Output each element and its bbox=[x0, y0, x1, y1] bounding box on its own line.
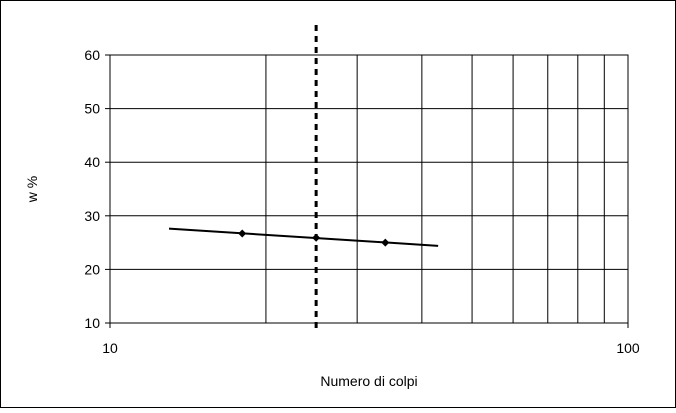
series-layer bbox=[168, 227, 439, 247]
plot-area bbox=[109, 54, 629, 324]
y-axis-label: w % bbox=[24, 176, 40, 203]
y-tick-label: 40 bbox=[84, 154, 100, 170]
y-tick-label: 50 bbox=[84, 101, 100, 117]
y-tick-label: 60 bbox=[84, 47, 100, 63]
tick-labels: 10 20 30 40 50 60 10 100 bbox=[84, 47, 639, 356]
grid-lines bbox=[105, 54, 629, 328]
y-tick-label: 30 bbox=[84, 208, 100, 224]
x-axis-label: Numero di colpi bbox=[320, 373, 417, 389]
x-tick-label: 100 bbox=[616, 340, 640, 356]
y-tick-label: 10 bbox=[84, 315, 100, 331]
x-tick-label: 10 bbox=[102, 340, 118, 356]
trend-line bbox=[168, 227, 439, 247]
y-tick-label: 20 bbox=[84, 261, 100, 277]
